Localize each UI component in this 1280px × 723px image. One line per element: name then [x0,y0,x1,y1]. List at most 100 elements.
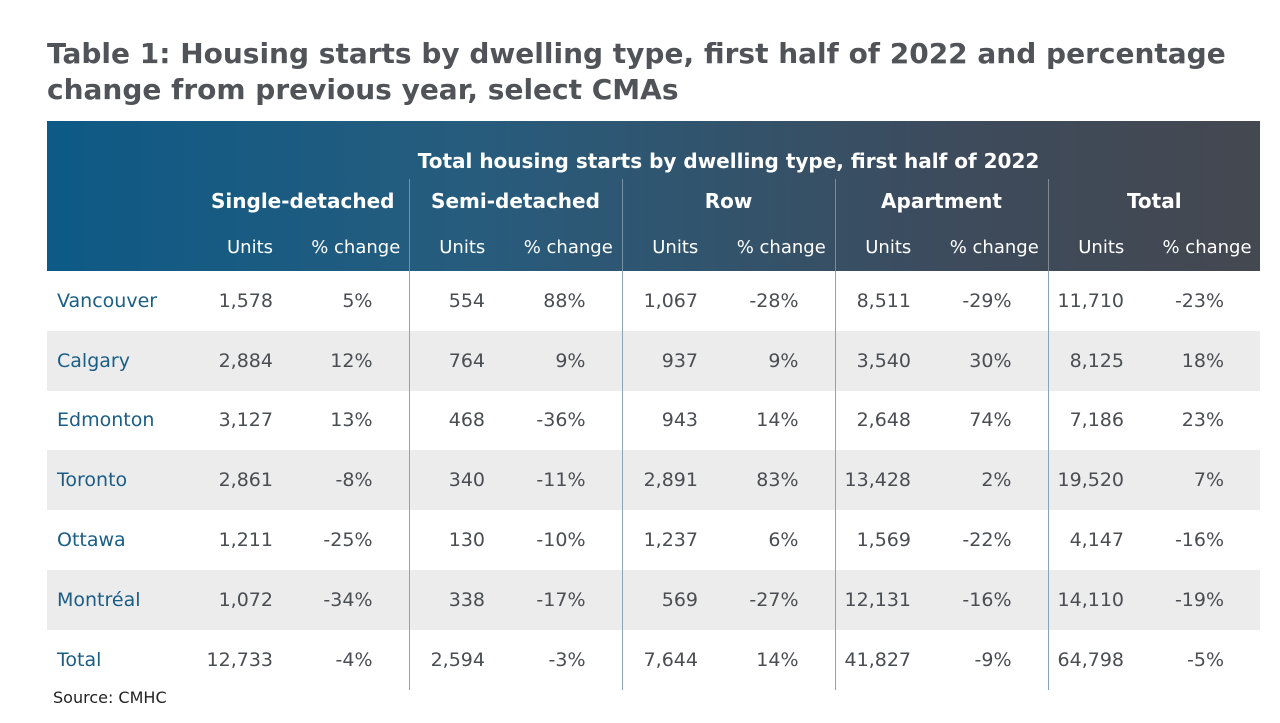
city-cell: Total [57,648,102,671]
table-row-total: Total 12,733 -4% 2,594 -3% 7,644 14% 41,… [47,629,1260,690]
change-cell: -9% [974,648,1012,671]
units-cell: 4,147 [1047,510,1154,570]
change-cell: -23% [1174,289,1225,312]
units-header: Units [621,223,728,271]
table-row: Montréal 1,072 -34% 338 -17% 569 -27% 12… [47,569,1261,630]
units-cell: 937 [621,330,728,391]
change-cell: 23% [1181,409,1225,432]
units-cell: 468 [408,390,515,451]
units-cell: 19,520 [1047,450,1154,511]
units-header: Units [408,223,515,271]
units-cell: 12,131 [834,569,941,630]
type-header: Single-detached [211,189,395,213]
units-cell: 11,710 [1047,271,1154,331]
change-cell: 7% [1154,450,1261,511]
type-header: Row [621,179,835,223]
units-cell: 8,511 [834,271,941,331]
header-corner [47,121,197,179]
units-cell: 2,891 [621,450,728,511]
change-cell: 14% [756,648,799,671]
housing-starts-table-container: Total housing starts by dwelling type, f… [47,121,1261,690]
change-cell: -3% [548,648,586,671]
change-cell: -27% [728,569,835,630]
change-header: % change [311,236,401,258]
type-header: Semi-detached [408,179,622,223]
change-cell: 5% [342,289,373,312]
change-cell: -19% [1154,569,1261,630]
change-cell: -25% [323,529,373,552]
units-cell: 41,827 [834,629,941,690]
units-cell: 1,569 [834,510,941,570]
table-body: Vancouver 1,578 5% 554 88% 1,067 -28% 8,… [47,271,1261,690]
change-cell: 18% [1154,330,1261,391]
units-cell: 2,884 [197,330,303,391]
units-cell: 943 [621,390,728,451]
change-cell: 83% [728,450,835,511]
city-cell: Toronto [47,450,197,511]
type-header: Total [1047,179,1261,223]
change-cell: 12% [303,330,409,391]
units-cell: 3,127 [218,409,273,432]
change-cell: 2% [941,450,1048,511]
units-cell: 340 [408,450,515,511]
table-row: Toronto 2,861 -8% 340 -11% 2,891 83% 13,… [47,450,1261,511]
city-cell: Vancouver [57,289,158,312]
header-corner-3 [47,223,197,271]
type-header: Apartment [834,179,1048,223]
change-cell: -8% [303,450,409,511]
change-cell: -16% [1174,529,1225,552]
header-corner-2 [47,179,197,223]
change-cell: -28% [749,289,799,312]
change-cell: 74% [969,409,1012,432]
units-cell: 8,125 [1047,330,1154,391]
change-cell: -4% [335,648,373,671]
change-cell: 6% [768,529,799,552]
units-cell: 7,186 [1047,390,1154,451]
units-cell: 130 [408,510,515,570]
units-cell: 7,644 [621,629,728,690]
units-cell: 1,578 [218,289,273,312]
units-header: Units [834,223,941,271]
units-cell: 2,648 [834,390,941,451]
units-cell: 3,540 [834,330,941,391]
change-cell: 9% [728,330,835,391]
city-cell: Ottawa [57,529,126,552]
source-note: Source: CMHC [53,688,167,707]
city-cell: Calgary [47,330,197,391]
units-header: Units [226,236,274,258]
units-cell: 2,594 [408,629,515,690]
table-row: Edmonton 3,127 13% 468 -36% 943 14% 2,64… [47,390,1260,451]
change-header: % change [1162,236,1252,258]
city-cell: Edmonton [57,409,155,432]
units-cell: 64,798 [1047,629,1154,690]
table-header: Total housing starts by dwelling type, f… [47,121,1261,271]
change-cell: -17% [515,569,622,630]
change-cell: -29% [962,289,1012,312]
change-cell: 30% [941,330,1048,391]
table-row: Ottawa 1,211 -25% 130 -10% 1,237 6% 1,56… [47,510,1260,570]
units-cell: 338 [408,569,515,630]
units-cell: 14,110 [1047,569,1154,630]
units-cell: 764 [408,330,515,391]
table-title: Table 1: Housing starts by dwelling type… [47,37,1226,106]
group-header: Total housing starts by dwelling type, f… [417,149,1040,173]
units-header: Units [1047,223,1154,271]
change-cell: -5% [1187,648,1225,671]
units-cell: 2,861 [197,450,303,511]
housing-starts-table: Total housing starts by dwelling type, f… [47,121,1261,690]
change-cell: 9% [515,330,622,391]
units-cell: 12,733 [206,648,273,671]
change-header: % change [736,236,826,258]
change-cell: -16% [941,569,1048,630]
table-row: Calgary 2,884 12% 764 9% 937 9% 3,540 30… [47,330,1261,391]
units-cell: 554 [408,271,515,331]
change-cell: -11% [515,450,622,511]
city-cell: Montréal [47,569,197,630]
change-cell: 88% [543,289,586,312]
change-cell: -10% [536,529,586,552]
units-cell: 13,428 [834,450,941,511]
table-row: Vancouver 1,578 5% 554 88% 1,067 -28% 8,… [47,271,1260,331]
change-header: % change [523,236,613,258]
change-header: % change [949,236,1039,258]
change-cell: -34% [303,569,409,630]
